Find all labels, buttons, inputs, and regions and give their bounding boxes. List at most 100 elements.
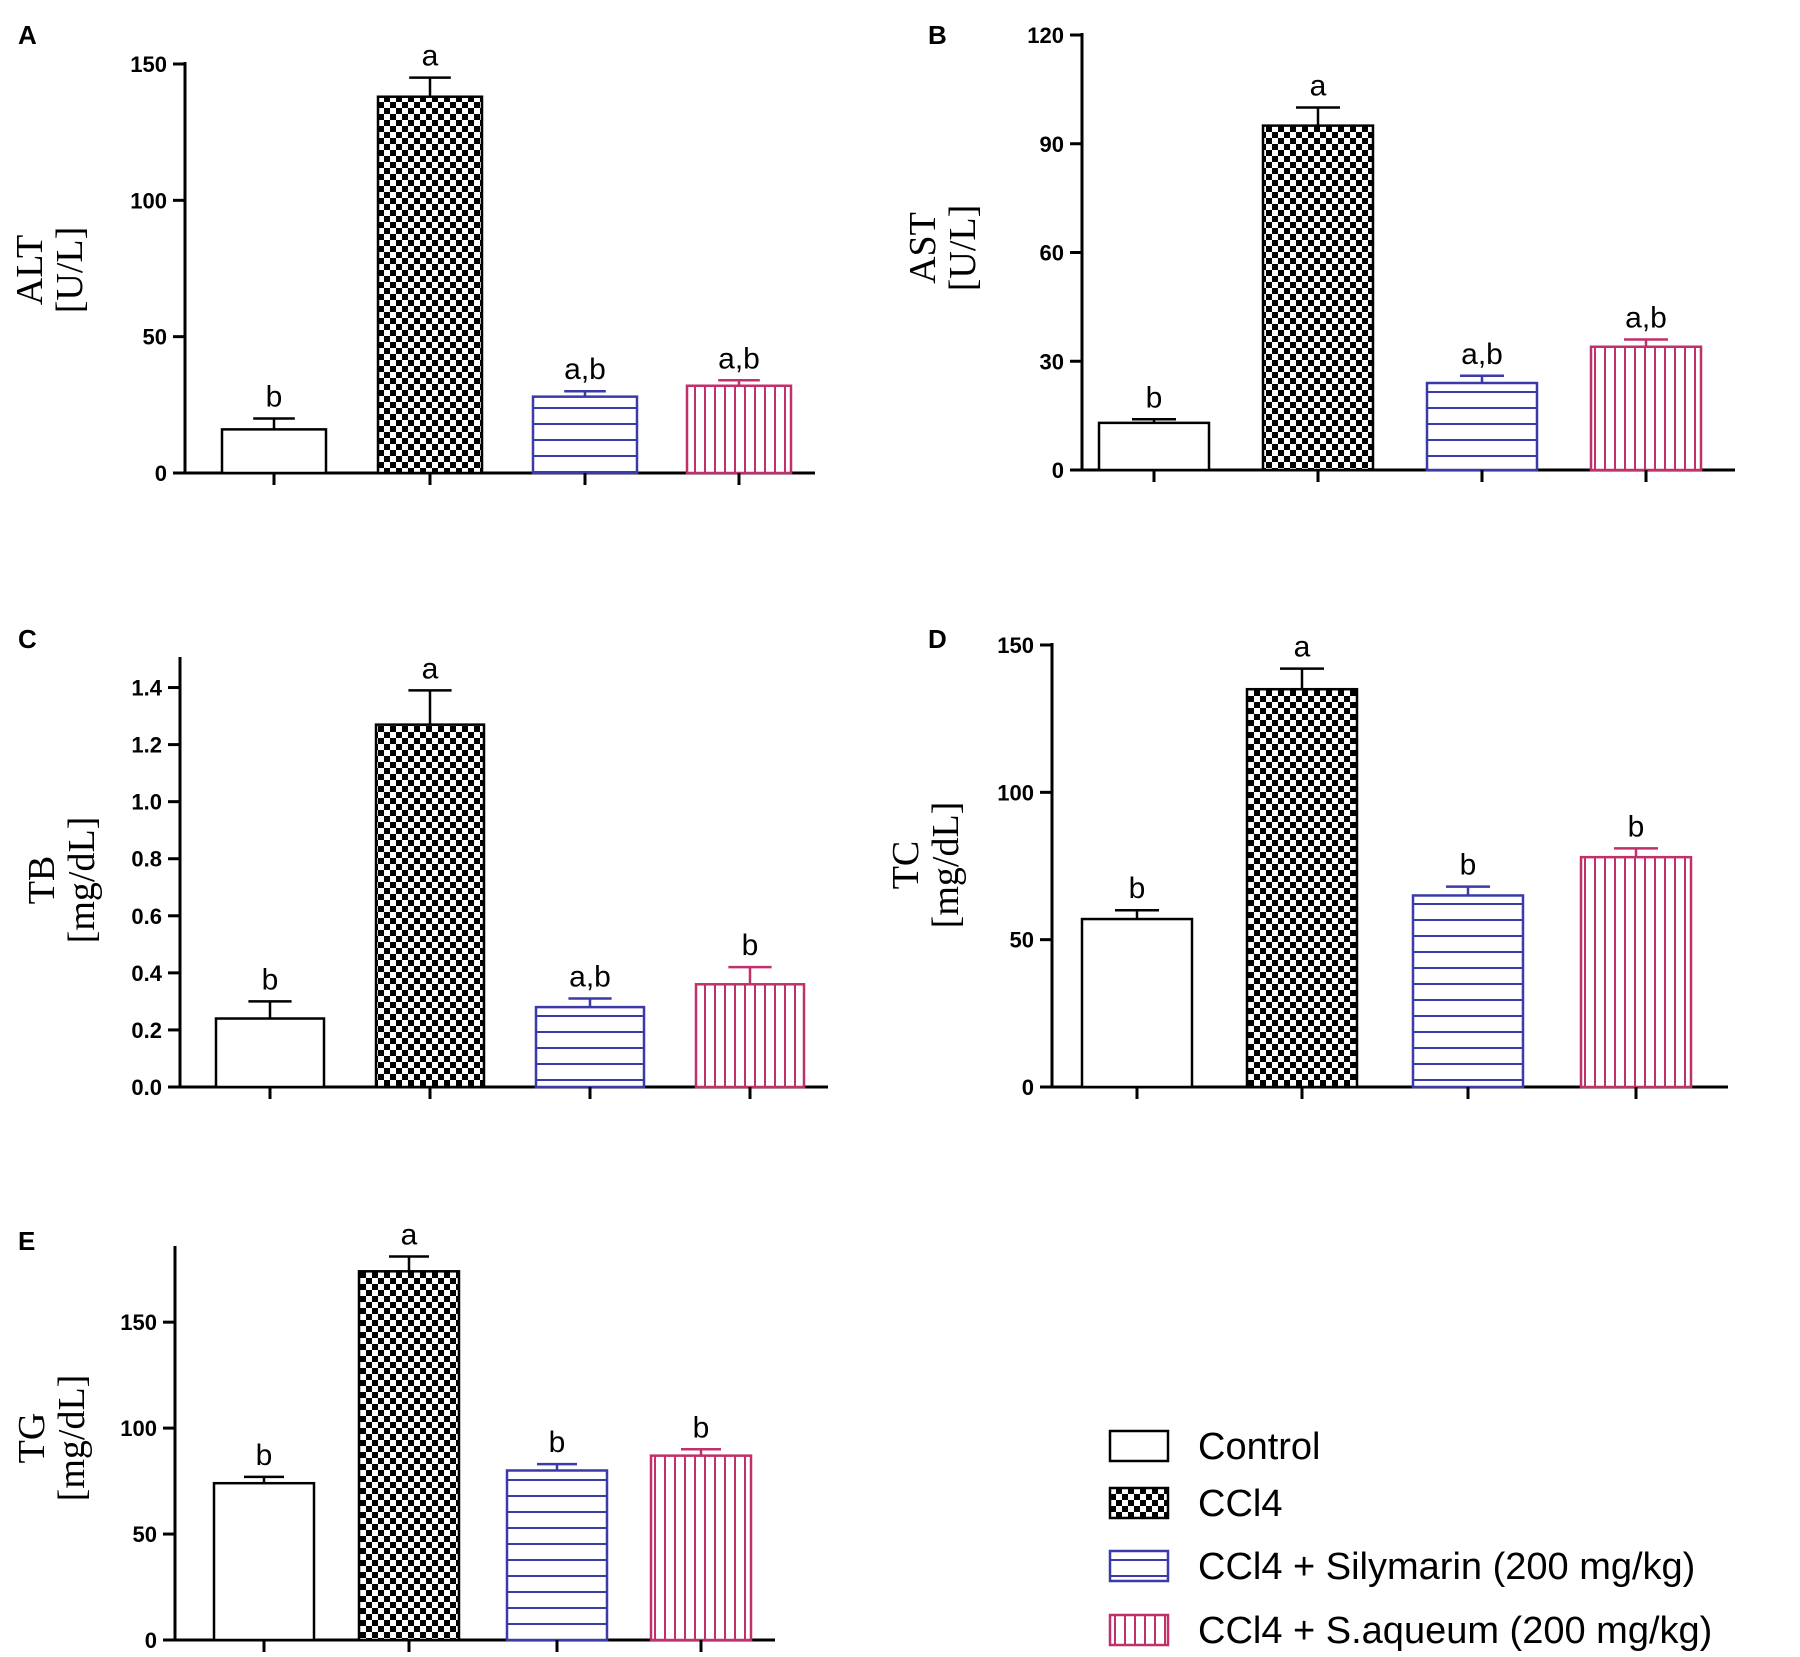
significance-label: b [266, 380, 283, 413]
y-tick-label: 100 [997, 780, 1034, 805]
significance-label: a [422, 652, 439, 685]
bar-hlines [1425, 381, 1539, 472]
legend-swatch-hlines [1108, 1549, 1170, 1583]
legend-item: CCl4 [1108, 1483, 1282, 1525]
y-tick-label: 0 [155, 461, 167, 486]
bar-open [1097, 421, 1211, 472]
significance-label: b [549, 1426, 566, 1459]
significance-label: a,b [1461, 338, 1503, 371]
bar-hlines [505, 1469, 609, 1642]
y-axis-label: AST[U/L] [902, 205, 984, 292]
y-tick-label: 150 [130, 52, 167, 77]
y-tick-label: 0 [145, 1628, 157, 1653]
y-tick-label: 150 [120, 1310, 157, 1335]
bar-open [220, 428, 328, 475]
bar-open [1080, 917, 1194, 1089]
bar-checker [374, 723, 486, 1089]
panel-letter: B [928, 20, 947, 50]
y-tick-label: 1.4 [131, 676, 162, 701]
bar-hlines [1411, 894, 1525, 1089]
panel-letter: A [18, 20, 37, 50]
y-axis-label-name: ALT [9, 235, 51, 305]
significance-label: b [1460, 849, 1477, 882]
significance-label: b [742, 929, 759, 962]
y-tick-label: 0.6 [131, 904, 162, 929]
bar-open [212, 1481, 316, 1642]
legend-item: Control [1108, 1426, 1321, 1468]
y-tick-label: 0 [1022, 1075, 1034, 1100]
y-tick-label: 0.8 [131, 847, 162, 872]
y-axis-label: TC[mg/dL] [885, 802, 967, 929]
legend-swatch-checker [1108, 1486, 1170, 1520]
bar-checker [1261, 124, 1375, 472]
y-tick-label: 0.0 [131, 1075, 162, 1100]
y-axis-label-unit: [mg/dL] [925, 802, 967, 929]
y-axis-label-unit: [mg/dL] [51, 1375, 93, 1502]
panel-letter: E [18, 1226, 35, 1256]
legend-item: CCl4 + Silymarin (200 mg/kg) [1108, 1546, 1695, 1588]
panel-letter: C [18, 624, 37, 654]
bar-vlines [694, 983, 806, 1089]
bar-hlines [534, 1005, 646, 1089]
y-tick-label: 90 [1040, 132, 1064, 157]
bar-vlines [1579, 855, 1693, 1089]
y-axis-label-name: AST [902, 212, 944, 284]
y-axis-label-name: TB [21, 856, 63, 905]
legend-item: CCl4 + S.aqueum (200 mg/kg) [1108, 1610, 1712, 1652]
y-tick-label: 30 [1040, 349, 1064, 374]
y-tick-label: 0.2 [131, 1018, 162, 1043]
significance-label: a [401, 1218, 418, 1251]
significance-label: a,b [1625, 302, 1667, 335]
bar-vlines [649, 1454, 753, 1642]
bar-checker [357, 1270, 461, 1642]
y-tick-label: 60 [1040, 241, 1064, 266]
bar-open [214, 1017, 326, 1089]
y-tick-label: 50 [133, 1522, 157, 1547]
y-axis-label: ALT[U/L] [9, 227, 91, 314]
panel-a: A ALT[U/L] 0 50 100 150 b a a,b a,b [9, 20, 815, 486]
significance-label: a [1294, 631, 1311, 664]
significance-label: a,b [569, 961, 611, 994]
y-axis-label: TB[mg/dL] [21, 817, 103, 944]
y-tick-label: 120 [1027, 23, 1064, 48]
legend-label: CCl4 [1198, 1483, 1282, 1525]
legend-swatch-vlines [1108, 1613, 1170, 1647]
legend-label: CCl4 + Silymarin (200 mg/kg) [1198, 1546, 1695, 1588]
significance-label: a [1310, 70, 1327, 103]
significance-label: b [262, 963, 279, 996]
significance-label: b [256, 1439, 273, 1472]
legend: Control CCl4 CCl4 + Silymarin (200 mg/kg) C… [1108, 1426, 1712, 1652]
panel-c: C TB[mg/dL] 0.0 0.2 0.4 0.6 0.8 1.0 1.2 1.4 b a a,b b [18, 624, 828, 1100]
significance-label: a [422, 40, 439, 73]
significance-label: a,b [564, 353, 606, 386]
bar-checker [376, 95, 484, 475]
bar-checker [1245, 687, 1359, 1089]
bar-vlines [1589, 345, 1703, 472]
panel-d: D TC[mg/dL] 0 50 100 150 b a b b [885, 624, 1728, 1100]
y-tick-label: 50 [1010, 928, 1034, 953]
panel-letter: D [928, 624, 947, 654]
significance-label: b [1628, 810, 1645, 843]
y-tick-label: 1.0 [131, 790, 162, 815]
y-axis-label-unit: [U/L] [942, 205, 984, 292]
significance-label: b [1146, 381, 1163, 414]
panel-b: B AST[U/L] 0 30 60 90 120 b a a,b a,b [902, 20, 1735, 483]
significance-label: b [1129, 872, 1146, 905]
bar-vlines [685, 384, 793, 475]
legend-swatch-open [1108, 1429, 1170, 1463]
y-tick-label: 1.2 [131, 733, 162, 758]
y-tick-label: 100 [130, 188, 167, 213]
y-tick-label: 0.4 [131, 961, 162, 986]
y-axis-label-name: TG [11, 1413, 53, 1464]
significance-label: b [693, 1411, 710, 1444]
y-axis-label-unit: [U/L] [49, 227, 91, 314]
y-axis-label: TG[mg/dL] [11, 1375, 93, 1502]
y-tick-label: 150 [997, 633, 1034, 658]
y-axis-label-unit: [mg/dL] [61, 817, 103, 944]
bar-hlines [531, 395, 639, 475]
y-tick-label: 0 [1052, 458, 1064, 483]
y-axis-label-name: TC [885, 841, 927, 890]
legend-label: Control [1198, 1426, 1321, 1468]
